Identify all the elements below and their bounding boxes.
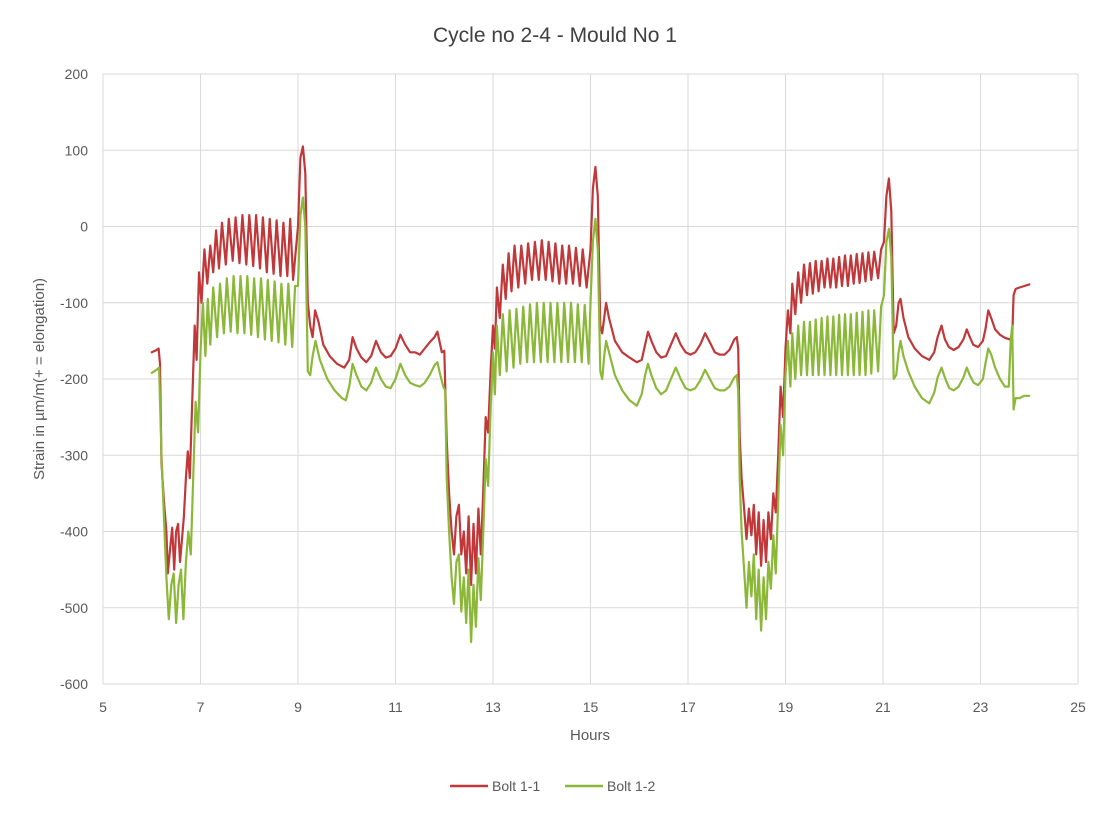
x-tick-label: 25 [1070, 699, 1086, 715]
legend-item: Bolt 1-1 [450, 778, 540, 794]
x-axis-title: Hours [570, 727, 610, 744]
series-line-bolt-1-1 [150, 145, 1031, 586]
y-tick-label: -300 [60, 447, 88, 463]
legend-label: Bolt 1-2 [607, 778, 655, 794]
series-line-bolt-1-2 [150, 196, 1031, 644]
y-tick-label: 0 [80, 219, 88, 235]
x-tick-label: 13 [485, 699, 501, 715]
x-tick-label: 11 [388, 699, 403, 715]
y-tick-label: -600 [60, 676, 88, 692]
x-tick-label: 5 [99, 699, 107, 715]
legend-label: Bolt 1-1 [492, 778, 540, 794]
legend-item: Bolt 1-2 [565, 778, 655, 794]
y-tick-label: -400 [60, 524, 88, 540]
y-tick-label: -500 [60, 600, 88, 616]
y-axis-tick-labels: 200 100 0 -100 -200 -300 -400 -500 -600 [60, 66, 88, 692]
y-tick-label: 100 [65, 142, 89, 158]
y-tick-label: -200 [60, 371, 88, 387]
x-tick-label: 9 [294, 699, 302, 715]
y-axis-title: Strain in µm/m(+ = elongation) [31, 278, 48, 480]
x-tick-label: 21 [875, 699, 891, 715]
y-tick-label: 200 [65, 66, 89, 82]
x-tick-label: 7 [197, 699, 205, 715]
y-tick-label: -100 [60, 295, 88, 311]
x-tick-label: 19 [778, 699, 794, 715]
x-tick-label: 17 [680, 699, 696, 715]
legend: Bolt 1-1 Bolt 1-2 [450, 778, 655, 794]
series-lines [150, 145, 1031, 644]
x-tick-label: 23 [973, 699, 989, 715]
x-tick-label: 15 [583, 699, 599, 715]
x-axis-tick-labels: 5 7 9 11 13 15 17 19 21 23 25 [99, 699, 1086, 715]
chart-title: Cycle no 2-4 - Mould No 1 [433, 24, 677, 47]
